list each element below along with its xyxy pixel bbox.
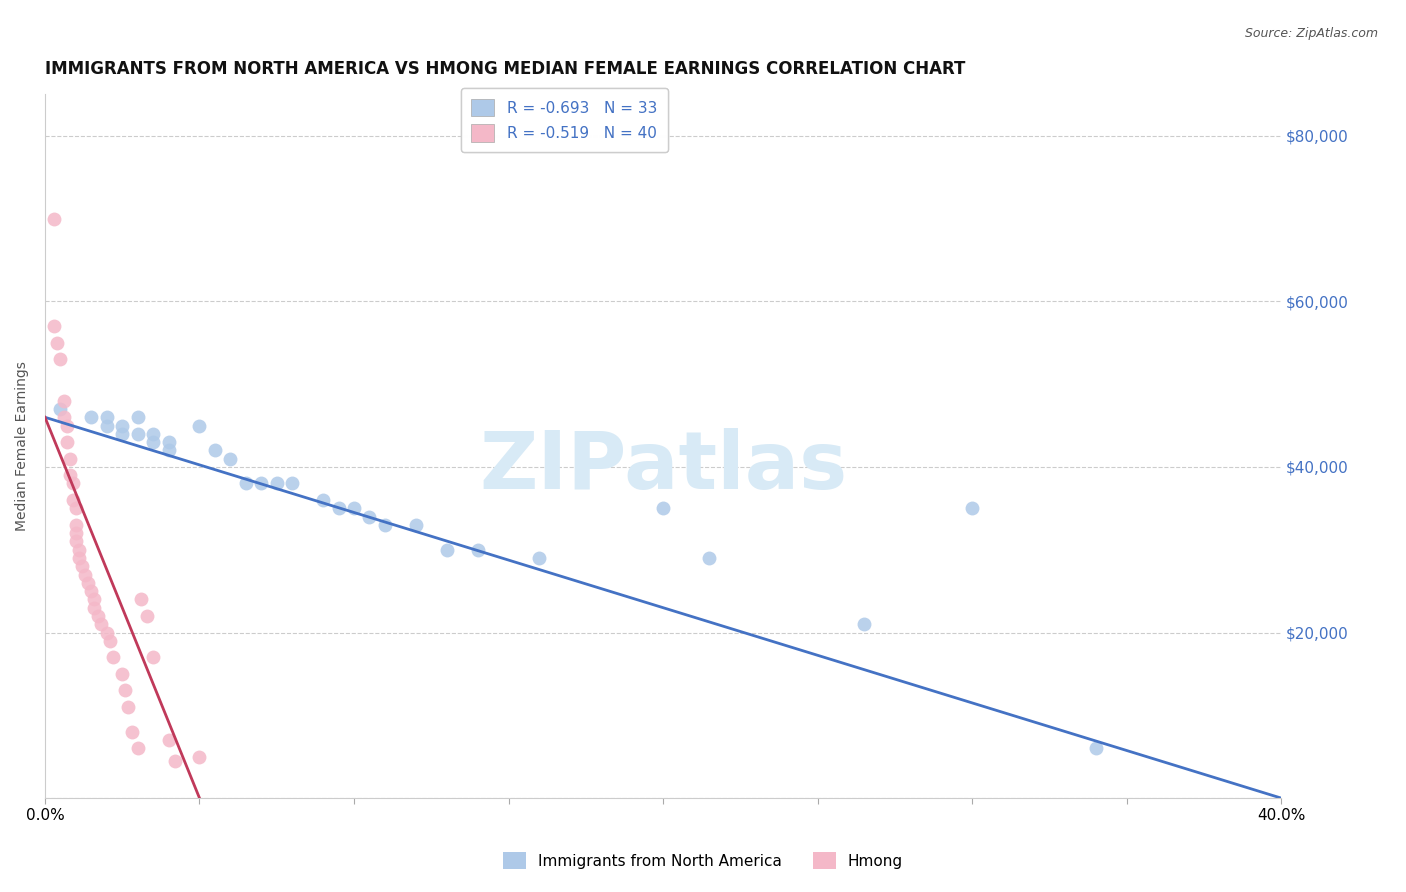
Point: [127, 410, 149, 425]
Point: [960, 501, 983, 516]
Point: [467, 542, 489, 557]
Point: [136, 609, 159, 624]
Point: [86, 609, 108, 624]
Point: [65, 534, 87, 549]
Point: [83, 592, 105, 607]
Point: [1084, 741, 1107, 756]
Point: [65, 517, 87, 532]
Point: [121, 724, 143, 739]
Point: [80, 410, 103, 425]
Point: [699, 551, 721, 566]
Point: [98, 633, 121, 648]
Point: [96, 625, 118, 640]
Point: [142, 426, 165, 441]
Point: [80, 584, 103, 599]
Point: [49, 402, 72, 417]
Point: [114, 683, 136, 698]
Point: [52, 393, 75, 408]
Point: [127, 426, 149, 441]
Point: [90, 617, 112, 632]
Point: [652, 501, 675, 516]
Point: [46, 335, 69, 350]
Legend: R = -0.693   N = 33, R = -0.519   N = 40: R = -0.693 N = 33, R = -0.519 N = 40: [461, 88, 668, 153]
Point: [111, 666, 134, 681]
Point: [219, 451, 242, 466]
Point: [111, 426, 134, 441]
Point: [157, 443, 180, 458]
Point: [129, 592, 152, 607]
Point: [59, 468, 82, 483]
Point: [70, 559, 93, 574]
Point: [157, 733, 180, 747]
Point: [83, 600, 105, 615]
Point: [266, 476, 288, 491]
Point: [62, 493, 84, 508]
Point: [101, 650, 124, 665]
Point: [405, 517, 427, 532]
Point: [49, 352, 72, 367]
Text: IMMIGRANTS FROM NORTH AMERICA VS HMONG MEDIAN FEMALE EARNINGS CORRELATION CHART: IMMIGRANTS FROM NORTH AMERICA VS HMONG M…: [45, 60, 966, 78]
Point: [343, 501, 366, 516]
Point: [374, 517, 396, 532]
Point: [204, 443, 226, 458]
Point: [328, 501, 350, 516]
Point: [235, 476, 257, 491]
Point: [67, 542, 90, 557]
Point: [142, 435, 165, 450]
Point: [55, 435, 77, 450]
Point: [65, 501, 87, 516]
Point: [142, 650, 165, 665]
Point: [96, 410, 118, 425]
Point: [436, 542, 458, 557]
Point: [250, 476, 273, 491]
Point: [188, 418, 211, 433]
Point: [96, 418, 118, 433]
Point: [77, 575, 100, 590]
Point: [65, 526, 87, 541]
Point: [312, 493, 335, 508]
Point: [55, 418, 77, 433]
Point: [163, 754, 186, 768]
Point: [529, 551, 551, 566]
Legend: Immigrants from North America, Hmong: Immigrants from North America, Hmong: [496, 846, 910, 875]
Point: [157, 435, 180, 450]
Point: [62, 476, 84, 491]
Point: [127, 741, 149, 756]
Point: [59, 451, 82, 466]
Y-axis label: Median Female Earnings: Median Female Earnings: [15, 361, 30, 531]
Point: [111, 418, 134, 433]
Text: Source: ZipAtlas.com: Source: ZipAtlas.com: [1244, 27, 1378, 40]
Point: [52, 410, 75, 425]
Point: [75, 567, 97, 582]
Point: [359, 509, 381, 524]
Point: [852, 617, 875, 632]
Text: ZIPatlas: ZIPatlas: [479, 428, 848, 507]
Point: [117, 700, 139, 714]
Point: [188, 749, 211, 764]
Point: [44, 211, 66, 226]
Point: [281, 476, 304, 491]
Point: [44, 319, 66, 334]
Point: [67, 551, 90, 566]
